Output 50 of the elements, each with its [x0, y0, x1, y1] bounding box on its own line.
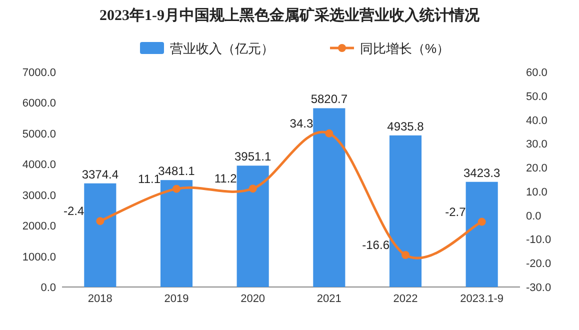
y-tick-label: 0.0: [40, 282, 56, 294]
y-tick-label: 3000.0: [22, 190, 56, 202]
y-tick-label: 7000.0: [22, 67, 56, 79]
bar: [389, 135, 422, 287]
data-label: 5820.7: [310, 92, 348, 106]
y2-tick-label: 40.0: [526, 114, 548, 127]
bar: [84, 183, 116, 287]
y-tick-label: 2000.0: [22, 220, 56, 233]
bar: [236, 166, 269, 287]
point: [325, 129, 334, 138]
x-tick-label: 2023.1-9: [460, 293, 504, 305]
y-tick-label: 1000.0: [22, 251, 56, 264]
data-label: 3423.3: [463, 166, 501, 180]
data-label: 11.2: [214, 172, 238, 186]
data-label: 34.3: [290, 116, 314, 130]
x-tick-label: 2019: [164, 293, 189, 305]
x-tick-label: 2021: [316, 293, 342, 305]
y2-tick-label: -10.0: [526, 234, 552, 246]
point: [248, 184, 257, 193]
y2-tick-label: 0.0: [526, 210, 542, 222]
data-label: 3951.1: [234, 150, 272, 164]
point: [96, 217, 104, 226]
bar: [313, 108, 346, 287]
data-label: 3481.1: [158, 164, 196, 178]
point: [172, 184, 180, 193]
point: [402, 250, 410, 259]
y2-tick-label: -30.0: [526, 282, 552, 294]
data-label: -2.4: [63, 204, 84, 218]
data-label: -2.7: [445, 204, 466, 219]
y-tick-label: 5000.0: [22, 128, 56, 140]
y2-tick-label: 10.0: [526, 186, 548, 198]
x-tick-label: 2020: [240, 293, 266, 305]
legend-label: 营业收入（亿元）: [170, 41, 274, 56]
data-label: 4935.8: [387, 119, 424, 134]
y2-tick-label: 30.0: [526, 138, 548, 151]
x-tick-label: 2018: [88, 293, 112, 305]
bar: [466, 182, 498, 287]
y2-tick-label: 50.0: [526, 90, 548, 103]
y2-tick-label: 20.0: [526, 162, 548, 175]
point: [478, 218, 486, 226]
data-label: -16.6: [362, 238, 390, 252]
y-tick-label: 6000.0: [22, 98, 56, 110]
y-tick-label: 4000.0: [22, 159, 56, 172]
legend-label: 同比增长（%）: [360, 41, 450, 56]
x-tick-label: 2022: [393, 293, 418, 305]
bar: [160, 180, 193, 287]
y2-tick-label: -20.0: [526, 258, 552, 270]
y2-tick-label: 60.0: [526, 67, 548, 79]
chart-title: 2023年1-9月中国规上黑色金属矿采选业营业收入统计情况: [100, 6, 480, 24]
data-label: 3374.4: [82, 167, 119, 182]
